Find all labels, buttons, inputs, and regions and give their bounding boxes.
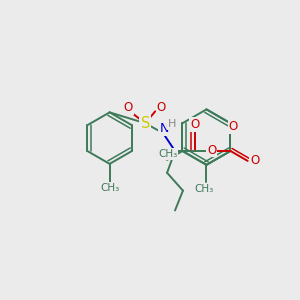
Text: O: O (157, 101, 166, 114)
Text: O: O (207, 143, 216, 157)
Text: O: O (190, 118, 200, 131)
Text: CH₃: CH₃ (158, 149, 178, 159)
Text: CH₃: CH₃ (195, 184, 214, 194)
Text: S: S (141, 116, 150, 131)
Text: H: H (168, 119, 176, 129)
Text: N: N (159, 122, 169, 135)
Text: O: O (124, 101, 133, 114)
Text: O: O (250, 154, 259, 167)
Text: CH₃: CH₃ (100, 183, 119, 193)
Text: O: O (229, 120, 238, 133)
